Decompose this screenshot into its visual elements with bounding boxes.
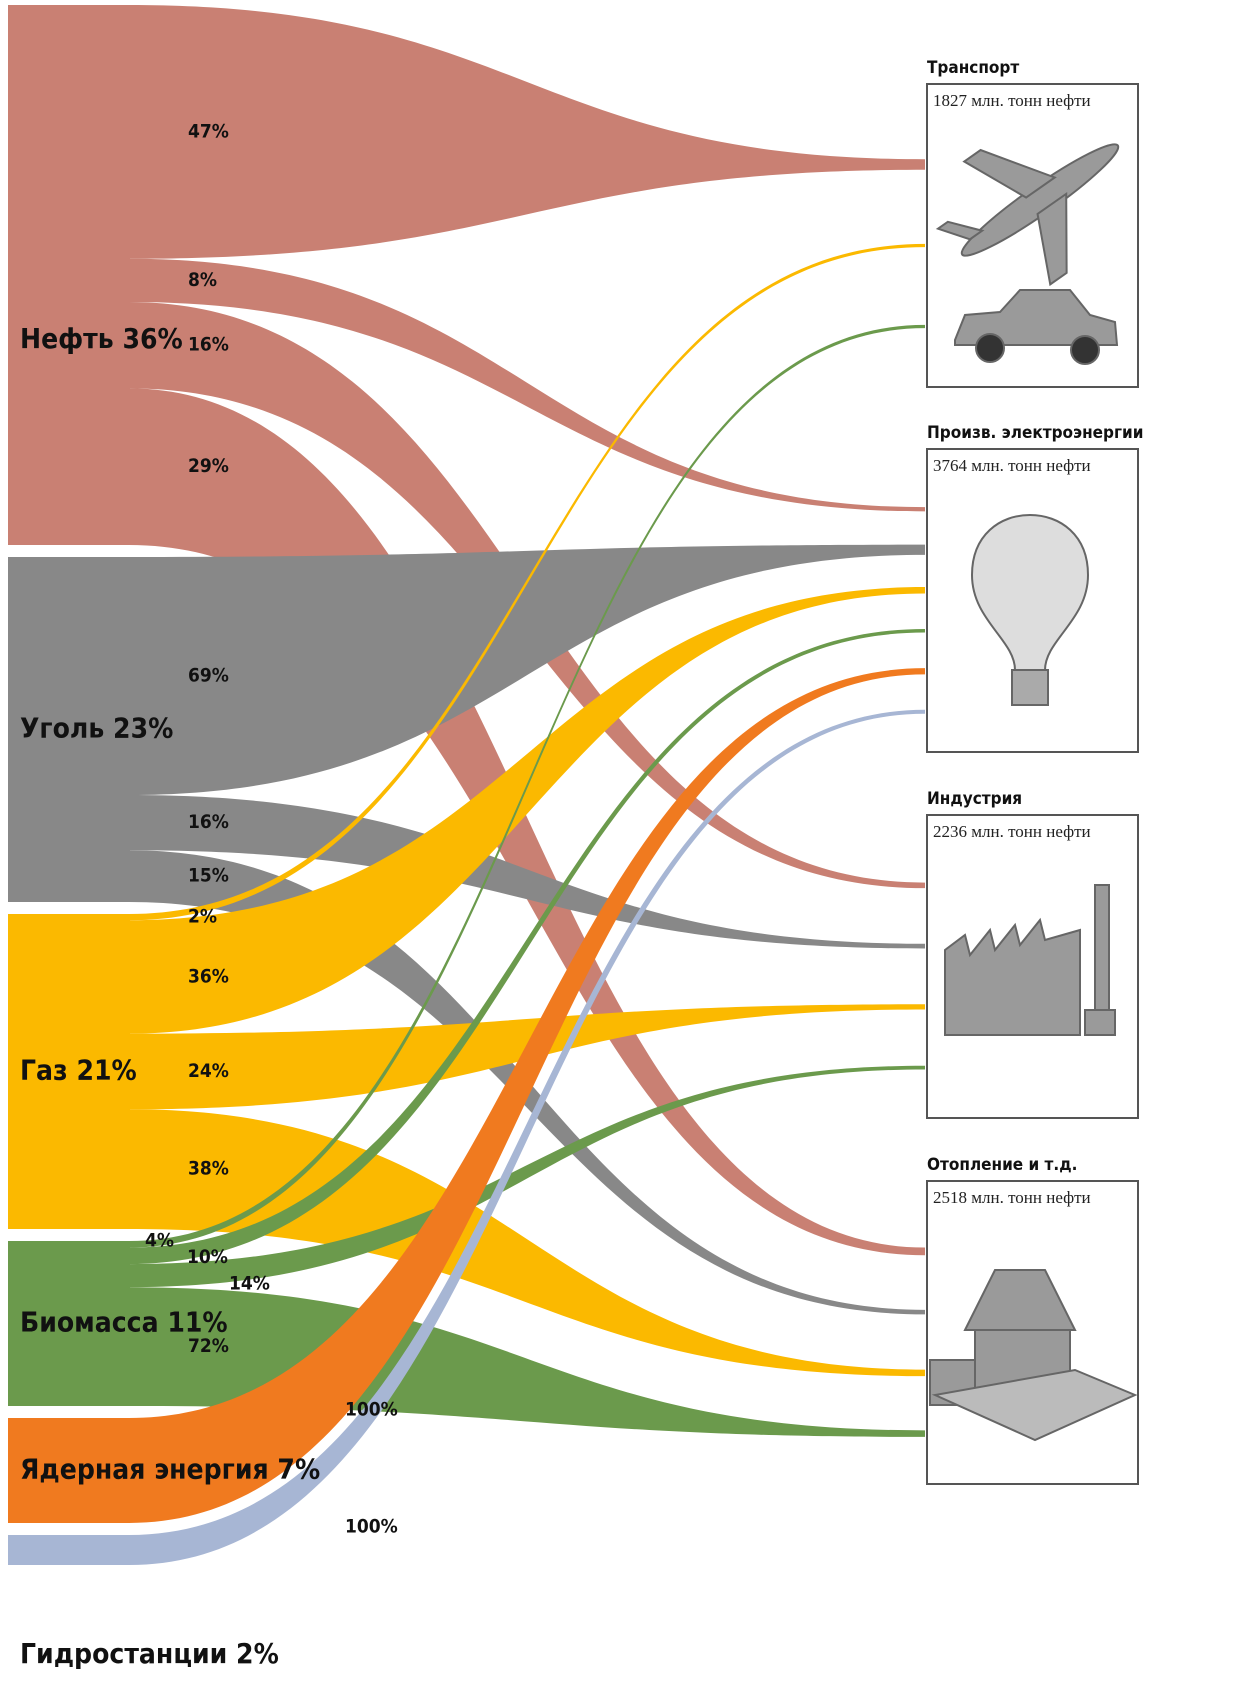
flow-label: 36% [188,966,229,988]
flow-label: 14% [229,1273,270,1295]
target-title: Произв. электроэнергии [927,423,1143,443]
target-note: 1827 млн. тонн нефти [933,91,1091,110]
flow-label: 100% [345,1516,398,1538]
source-node [8,5,130,545]
flow-label: 10% [187,1246,228,1268]
source-label: Биомасса 11% [20,1306,228,1339]
target-note: 2236 млн. тонн нефти [933,822,1091,841]
flow-label: 29% [188,455,229,477]
plane-icon [915,84,1161,319]
chart: Транспорт 1827 млн. тонн нефти Произв. эле… [0,0,1238,1689]
flow-label: 100% [345,1399,398,1421]
flow-label: 69% [188,665,229,687]
flow-label: 24% [188,1060,229,1082]
flow-label: 47% [188,120,229,142]
flow-ribbon [129,5,925,259]
source-label: Уголь 23% [20,712,173,745]
target-note: 2518 млн. тонн нефти [933,1188,1091,1207]
source-label: Нефть 36% [20,322,183,355]
source-label: Гидростанции 2% [20,1637,279,1670]
bulb-icon [972,515,1088,705]
flow-label: 15% [188,865,229,887]
flow-label: 4% [145,1230,174,1252]
source-label: Ядерная энергия 7% [20,1453,320,1486]
target-title: Отопление и т.д. [927,1155,1077,1175]
factory-icon [945,885,1115,1035]
flow-label: 8% [188,269,217,291]
car-icon [955,290,1117,364]
target-note: 3764 млн. тонн нефти [933,456,1091,475]
flow-label: 16% [188,811,229,833]
target-title: Транспорт [927,58,1019,78]
house-icon [930,1270,1135,1440]
flows [129,5,925,1565]
target-title: Индустрия [927,789,1022,809]
flow-label: 16% [188,334,229,356]
source-node [8,1535,130,1565]
icons [915,84,1161,1440]
flow-label: 38% [188,1158,229,1180]
flow-label: 2% [188,906,217,928]
source-label: Газ 21% [20,1054,137,1087]
